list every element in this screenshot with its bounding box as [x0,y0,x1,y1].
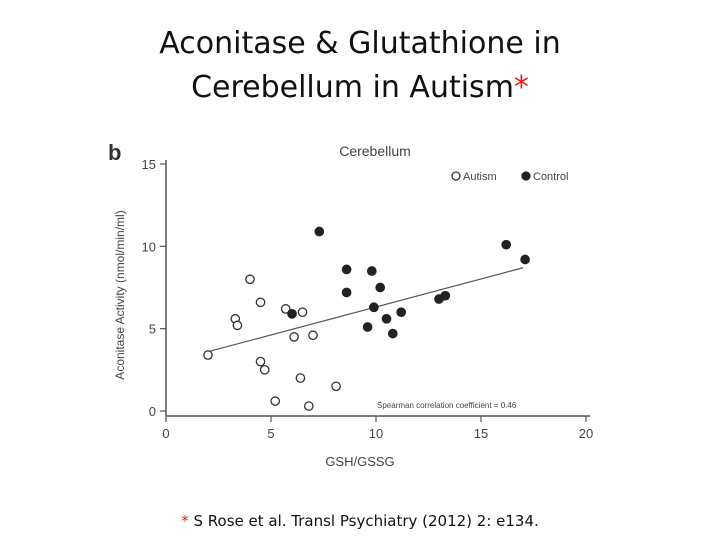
y-tick-label: 0 [149,404,156,419]
autism-point [259,364,270,375]
autism-point [245,274,255,285]
footnote-asterisk: * [181,512,189,530]
scatter-chart: b Cerebellum GSH/GSSG Aconitase Activity… [100,130,640,475]
legend-label: Autism [463,171,497,183]
x-tick-label: 15 [474,426,488,441]
x-tick-label: 0 [162,426,169,441]
control-point [366,266,377,276]
autism-point [280,304,291,314]
control-point [440,290,451,301]
chart-title: Cerebellum [339,143,411,159]
slide-title-line2-text: Cerebellum in Autism [191,70,514,105]
autism-point [289,332,299,342]
control-point [501,239,512,250]
panel-label: b [108,140,121,165]
control-point [341,264,352,275]
y-tick-label: 10 [142,239,156,254]
y-tick-label: 15 [142,157,156,172]
footnote-text: S Rose et al. Transl Psychiatry (2012) 2… [188,512,539,530]
x-tick-label: 20 [579,426,593,441]
legend-marker [451,171,461,181]
footnote: * S Rose et al. Transl Psychiatry (2012)… [0,512,720,530]
control-point [369,302,379,313]
axis-ticks: 0 5 10 15 20 0 5 10 15 [142,157,594,441]
autism-point [295,373,306,383]
trendline-group [207,267,524,353]
slide-title-line2: Cerebellum in Autism* [0,66,720,110]
asterisk-mark: * [513,70,529,105]
y-tick-label: 5 [149,322,156,337]
control-point [387,328,398,339]
data-points [203,226,530,411]
control-point [287,308,297,319]
control-point [381,313,392,324]
x-axis-label: GSH/GSSG [325,454,394,469]
autism-point [303,401,314,411]
autism-point [255,356,266,367]
autism-point [203,350,213,360]
autism-point [255,297,266,308]
slide-title: Aconitase & Glutathione in Cerebellum in… [0,22,720,110]
y-axis-label: Aconitase Activity (nmol/min/ml) [113,210,127,379]
scatter-chart-svg: b Cerebellum GSH/GSSG Aconitase Activity… [108,140,594,469]
control-point [396,307,407,318]
autism-point [270,396,281,406]
correlation-annotation: Spearman correlation coefficient = 0.46 [377,401,517,410]
autism-point [331,381,341,392]
control-point [362,322,373,332]
x-tick-label: 10 [369,426,383,441]
trendline [207,267,524,353]
legend-marker [521,171,531,181]
autism-point [308,330,318,341]
control-point [375,282,386,293]
legend: Autism Control [451,171,568,183]
autism-point [297,307,308,318]
autism-point [232,320,243,331]
control-point [520,254,530,265]
slide-title-line1: Aconitase & Glutathione in [159,26,561,61]
x-tick-label: 5 [267,426,274,441]
legend-label: Control [533,171,568,183]
control-point [341,287,352,298]
control-point [314,226,325,237]
